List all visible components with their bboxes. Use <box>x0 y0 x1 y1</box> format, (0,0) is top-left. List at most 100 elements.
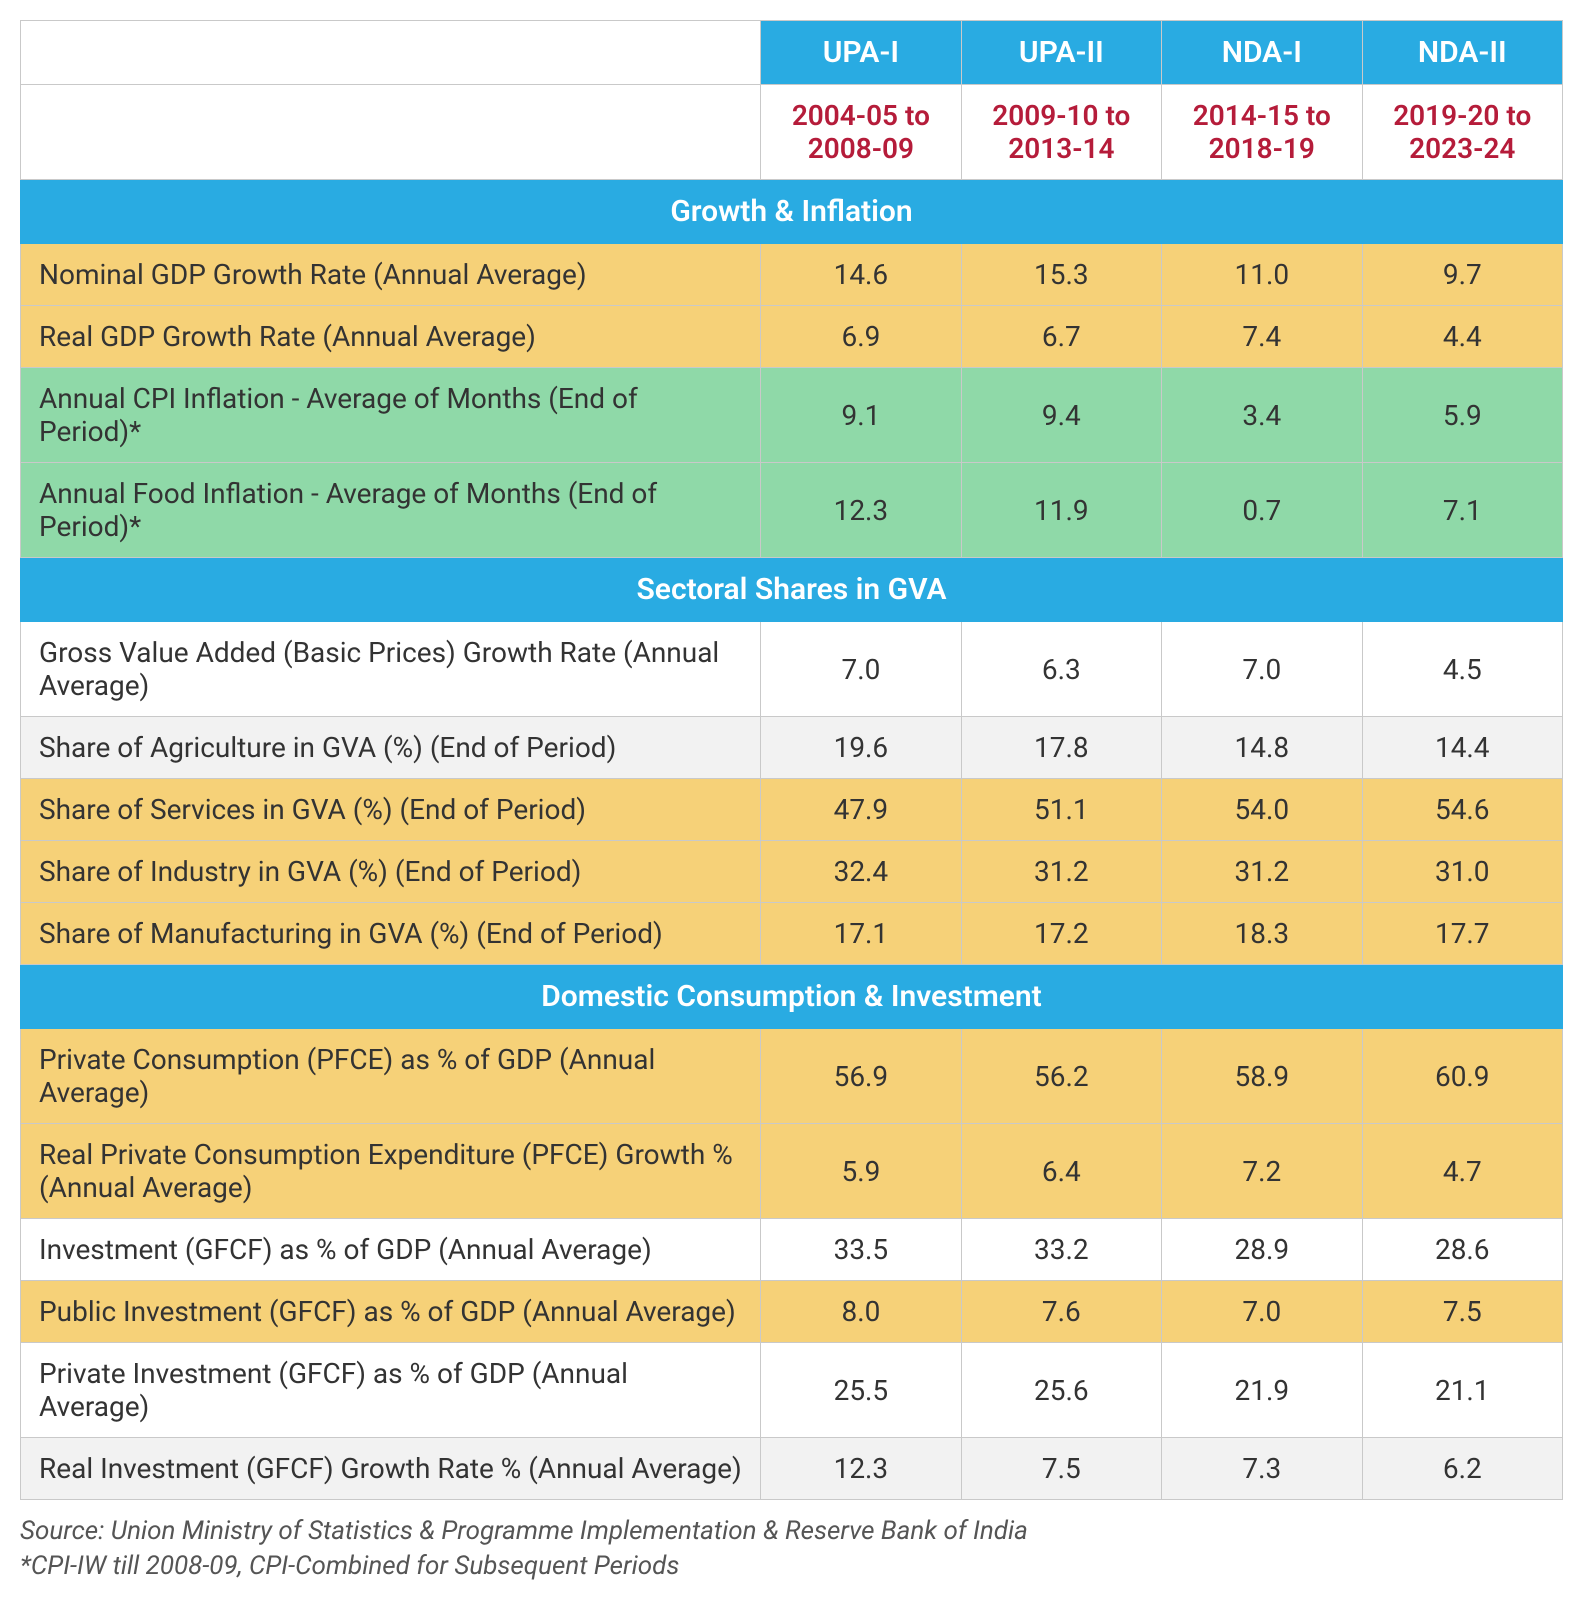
table-row: Real GDP Growth Rate (Annual Average)6.9… <box>21 306 1563 368</box>
row-value: 7.4 <box>1162 306 1362 368</box>
row-value: 21.9 <box>1162 1343 1362 1438</box>
row-value: 12.3 <box>761 463 961 558</box>
row-value: 54.0 <box>1162 779 1362 841</box>
row-value: 17.8 <box>961 717 1161 779</box>
row-label: Gross Value Added (Basic Prices) Growth … <box>21 622 761 717</box>
row-value: 7.0 <box>761 622 961 717</box>
source-note: Source: Union Ministry of Statistics & P… <box>20 1514 1563 1584</box>
row-value: 15.3 <box>961 244 1161 306</box>
row-value: 6.4 <box>961 1124 1161 1219</box>
row-value: 6.2 <box>1362 1438 1562 1500</box>
row-value: 3.4 <box>1162 368 1362 463</box>
row-label: Real Investment (GFCF) Growth Rate % (An… <box>21 1438 761 1500</box>
table-row: Private Consumption (PFCE) as % of GDP (… <box>21 1029 1563 1124</box>
col-code-3: NDA-II <box>1362 21 1562 85</box>
section-header: Growth & Inflation <box>21 180 1563 244</box>
header-blank-2 <box>21 85 761 180</box>
row-value: 11.9 <box>961 463 1161 558</box>
header-blank <box>21 21 761 85</box>
row-value: 4.5 <box>1362 622 1562 717</box>
row-label: Private Consumption (PFCE) as % of GDP (… <box>21 1029 761 1124</box>
row-value: 51.1 <box>961 779 1161 841</box>
row-value: 56.2 <box>961 1029 1161 1124</box>
row-label: Share of Agriculture in GVA (%) (End of … <box>21 717 761 779</box>
source-line-1: *CPI-IW till 2008-09, CPI-Combined for S… <box>20 1549 1563 1584</box>
row-label: Real GDP Growth Rate (Annual Average) <box>21 306 761 368</box>
table-row: Real Private Consumption Expenditure (PF… <box>21 1124 1563 1219</box>
table-row: Share of Services in GVA (%) (End of Per… <box>21 779 1563 841</box>
row-label: Annual Food Inflation - Average of Month… <box>21 463 761 558</box>
section-header: Sectoral Shares in GVA <box>21 558 1563 622</box>
row-value: 31.2 <box>961 841 1161 903</box>
table-row: Investment (GFCF) as % of GDP (Annual Av… <box>21 1219 1563 1281</box>
col-period-1: 2009-10 to 2013-14 <box>961 85 1161 180</box>
row-value: 5.9 <box>761 1124 961 1219</box>
table-row: Public Investment (GFCF) as % of GDP (An… <box>21 1281 1563 1343</box>
col-code-2: NDA-I <box>1162 21 1362 85</box>
row-value: 7.5 <box>1362 1281 1562 1343</box>
row-value: 7.6 <box>961 1281 1161 1343</box>
row-value: 6.7 <box>961 306 1161 368</box>
row-value: 7.2 <box>1162 1124 1362 1219</box>
row-value: 6.3 <box>961 622 1161 717</box>
section-title: Sectoral Shares in GVA <box>21 558 1563 622</box>
row-value: 7.5 <box>961 1438 1161 1500</box>
row-value: 33.5 <box>761 1219 961 1281</box>
table-body: Growth & InflationNominal GDP Growth Rat… <box>21 180 1563 1500</box>
row-value: 0.7 <box>1162 463 1362 558</box>
economic-comparison-table: UPA-I UPA-II NDA-I NDA-II 2004-05 to 200… <box>20 20 1563 1500</box>
row-value: 47.9 <box>761 779 961 841</box>
row-value: 9.1 <box>761 368 961 463</box>
row-value: 11.0 <box>1162 244 1362 306</box>
row-label: Annual CPI Inflation - Average of Months… <box>21 368 761 463</box>
row-label: Private Investment (GFCF) as % of GDP (A… <box>21 1343 761 1438</box>
row-label: Share of Services in GVA (%) (End of Per… <box>21 779 761 841</box>
row-value: 7.1 <box>1362 463 1562 558</box>
row-value: 5.9 <box>1362 368 1562 463</box>
table-row: Share of Industry in GVA (%) (End of Per… <box>21 841 1563 903</box>
row-value: 60.9 <box>1362 1029 1562 1124</box>
row-value: 12.3 <box>761 1438 961 1500</box>
row-value: 19.6 <box>761 717 961 779</box>
row-value: 6.9 <box>761 306 961 368</box>
col-code-1: UPA-II <box>961 21 1161 85</box>
table-row: Share of Agriculture in GVA (%) (End of … <box>21 717 1563 779</box>
row-value: 14.8 <box>1162 717 1362 779</box>
row-value: 21.1 <box>1362 1343 1562 1438</box>
row-value: 14.4 <box>1362 717 1562 779</box>
row-value: 56.9 <box>761 1029 961 1124</box>
row-value: 17.7 <box>1362 903 1562 965</box>
row-label: Share of Industry in GVA (%) (End of Per… <box>21 841 761 903</box>
col-period-0: 2004-05 to 2008-09 <box>761 85 961 180</box>
row-value: 33.2 <box>961 1219 1161 1281</box>
table-row: Real Investment (GFCF) Growth Rate % (An… <box>21 1438 1563 1500</box>
row-value: 17.2 <box>961 903 1161 965</box>
row-label: Public Investment (GFCF) as % of GDP (An… <box>21 1281 761 1343</box>
row-label: Nominal GDP Growth Rate (Annual Average) <box>21 244 761 306</box>
row-value: 14.6 <box>761 244 961 306</box>
row-value: 9.4 <box>961 368 1161 463</box>
row-value: 25.6 <box>961 1343 1161 1438</box>
row-value: 28.6 <box>1362 1219 1562 1281</box>
table-row: Gross Value Added (Basic Prices) Growth … <box>21 622 1563 717</box>
row-label: Share of Manufacturing in GVA (%) (End o… <box>21 903 761 965</box>
header-row-codes: UPA-I UPA-II NDA-I NDA-II <box>21 21 1563 85</box>
table-row: Annual Food Inflation - Average of Month… <box>21 463 1563 558</box>
section-title: Domestic Consumption & Investment <box>21 965 1563 1029</box>
row-value: 58.9 <box>1162 1029 1362 1124</box>
table-row: Annual CPI Inflation - Average of Months… <box>21 368 1563 463</box>
row-value: 9.7 <box>1362 244 1562 306</box>
table-row: Nominal GDP Growth Rate (Annual Average)… <box>21 244 1563 306</box>
table-row: Private Investment (GFCF) as % of GDP (A… <box>21 1343 1563 1438</box>
header-row-periods: 2004-05 to 2008-09 2009-10 to 2013-14 20… <box>21 85 1563 180</box>
row-value: 54.6 <box>1362 779 1562 841</box>
row-value: 8.0 <box>761 1281 961 1343</box>
row-label: Real Private Consumption Expenditure (PF… <box>21 1124 761 1219</box>
col-period-2: 2014-15 to 2018-19 <box>1162 85 1362 180</box>
col-code-0: UPA-I <box>761 21 961 85</box>
row-label: Investment (GFCF) as % of GDP (Annual Av… <box>21 1219 761 1281</box>
source-line-0: Source: Union Ministry of Statistics & P… <box>20 1514 1563 1549</box>
row-value: 18.3 <box>1162 903 1362 965</box>
row-value: 32.4 <box>761 841 961 903</box>
row-value: 25.5 <box>761 1343 961 1438</box>
